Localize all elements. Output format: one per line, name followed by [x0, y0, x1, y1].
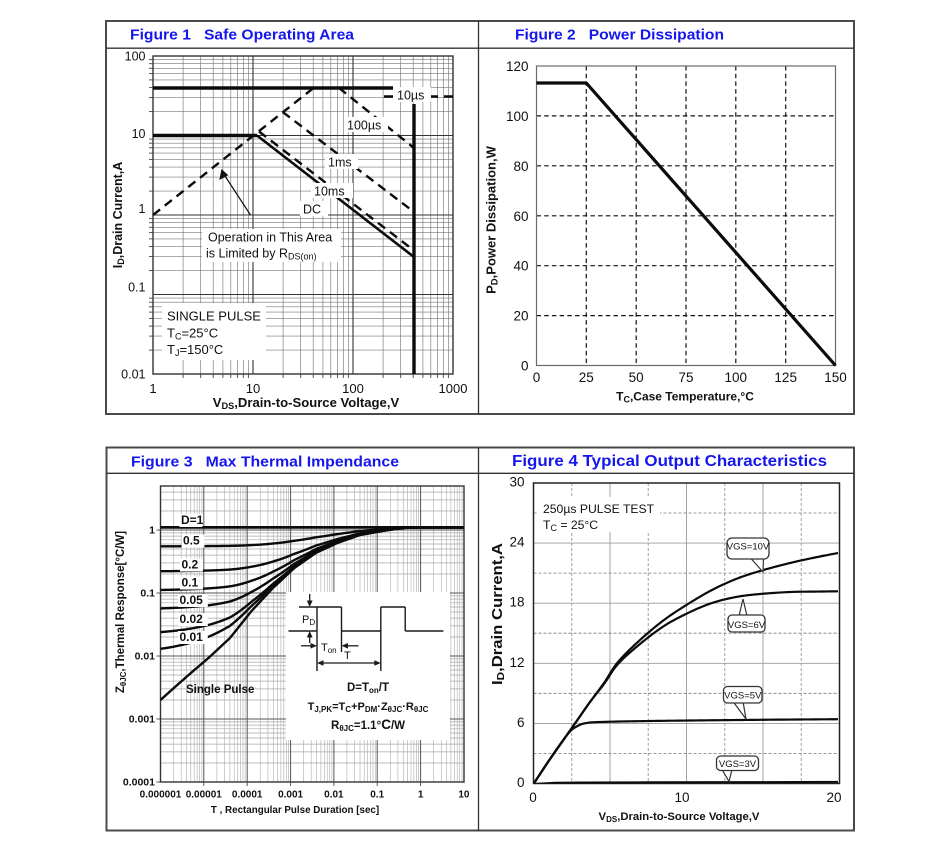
svg-text:18: 18: [509, 595, 524, 610]
svg-text:PD: PD: [302, 614, 315, 627]
svg-text:0.00001: 0.00001: [186, 790, 223, 801]
svg-text:0.01: 0.01: [135, 651, 156, 663]
svg-text:VGS=5V: VGS=5V: [724, 691, 762, 702]
svg-text:Operation in This Area: Operation in This Area: [208, 231, 332, 245]
svg-text:ID,Drain Current,A: ID,Drain Current,A: [111, 162, 126, 269]
svg-text:0.0001: 0.0001: [123, 777, 155, 789]
svg-text:12: 12: [509, 655, 524, 670]
svg-text:VDS,Drain-to-Source Voltage,V: VDS,Drain-to-Source Voltage,V: [599, 811, 760, 824]
svg-text:100: 100: [725, 370, 748, 385]
svg-text:100: 100: [342, 381, 364, 396]
svg-text:VGS=10V: VGS=10V: [727, 542, 770, 553]
svg-text:1: 1: [418, 790, 424, 801]
svg-text:10µs: 10µs: [397, 89, 424, 103]
svg-text:D=1: D=1: [181, 513, 204, 527]
svg-text:0.05: 0.05: [180, 593, 204, 607]
svg-text:0.2: 0.2: [182, 558, 199, 572]
svg-text:0.02: 0.02: [180, 612, 204, 626]
svg-text:0.01: 0.01: [121, 368, 145, 382]
svg-text:VGS=6V: VGS=6V: [728, 620, 766, 631]
svg-text:24: 24: [509, 535, 525, 550]
svg-text:0.1: 0.1: [182, 576, 199, 590]
svg-text:1: 1: [139, 202, 146, 216]
svg-text:100µs: 100µs: [347, 119, 381, 133]
svg-text:TJ=150°C: TJ=150°C: [167, 342, 223, 358]
svg-text:0.001: 0.001: [278, 790, 303, 801]
svg-text:150: 150: [824, 370, 847, 385]
svg-text:50: 50: [629, 370, 644, 385]
svg-text:0.001: 0.001: [129, 714, 155, 726]
svg-text:0.1: 0.1: [370, 790, 384, 801]
svg-text:VDS,Drain-to-Source Voltage,V: VDS,Drain-to-Source Voltage,V: [213, 395, 400, 411]
svg-text:TJ,PK=TC+PDM·ZθJC·RθJC: TJ,PK=TC+PDM·ZθJC·RθJC: [308, 701, 429, 714]
svg-text:0.000001: 0.000001: [140, 790, 182, 801]
svg-text:1: 1: [149, 381, 156, 396]
svg-text:Single Pulse: Single Pulse: [186, 684, 254, 696]
svg-text:75: 75: [678, 370, 693, 385]
svg-text:DC: DC: [303, 203, 321, 217]
svg-text:10: 10: [458, 790, 470, 801]
svg-text:0.0001: 0.0001: [232, 790, 263, 801]
svg-text:80: 80: [513, 159, 528, 174]
svg-text:10: 10: [246, 381, 260, 396]
svg-text:0.5: 0.5: [183, 534, 200, 548]
svg-text:T: T: [344, 650, 351, 662]
svg-text:6: 6: [517, 715, 525, 730]
svg-text:100: 100: [506, 109, 529, 124]
svg-text:10: 10: [674, 790, 689, 805]
svg-text:1000: 1000: [439, 381, 468, 396]
svg-text:Figure 2 Power Dissipation: Figure 2 Power Dissipation: [515, 27, 724, 44]
svg-text:1ms: 1ms: [328, 156, 352, 170]
svg-text:125: 125: [774, 370, 797, 385]
svg-text:SINGLE PULSE: SINGLE PULSE: [167, 309, 261, 324]
svg-text:0.01: 0.01: [180, 630, 204, 644]
svg-text:250µs PULSE TEST: 250µs PULSE TEST: [543, 502, 655, 516]
svg-text:PD,Power Dissipation,W: PD,Power Dissipation,W: [484, 145, 501, 293]
svg-text:0: 0: [517, 775, 525, 790]
svg-text:0.1: 0.1: [128, 281, 145, 295]
svg-text:VGS=3V: VGS=3V: [719, 759, 757, 770]
svg-text:Ton: Ton: [321, 642, 337, 655]
svg-text:0.1: 0.1: [140, 588, 155, 600]
svg-text:20: 20: [826, 790, 841, 805]
svg-text:0.01: 0.01: [324, 790, 344, 801]
svg-text:T , Rectangular Pulse Duration: T , Rectangular Pulse Duration [sec]: [211, 805, 379, 816]
svg-text:20: 20: [513, 309, 528, 324]
svg-text:0: 0: [533, 370, 541, 385]
svg-text:120: 120: [506, 59, 529, 74]
svg-text:60: 60: [513, 209, 528, 224]
svg-text:10ms: 10ms: [314, 185, 345, 199]
svg-text:10: 10: [132, 127, 146, 141]
svg-text:0: 0: [521, 359, 529, 374]
svg-text:25: 25: [579, 370, 594, 385]
svg-text:TC,Case Temperature,°C: TC,Case Temperature,°C: [616, 390, 754, 405]
svg-text:Figure 1 Safe Operating Area: Figure 1 Safe Operating Area: [130, 27, 355, 44]
svg-text:TC=25°C: TC=25°C: [167, 326, 218, 342]
svg-text:0: 0: [529, 790, 537, 805]
svg-text:Figure 4 Typical Output Charac: Figure 4 Typical Output Characteristics: [512, 453, 827, 470]
svg-text:ID,Drain Current,A: ID,Drain Current,A: [489, 543, 507, 685]
svg-text:40: 40: [513, 259, 528, 274]
svg-text:Figure 3 Max Thermal Impenda: Figure 3 Max Thermal Impendance: [131, 454, 399, 471]
svg-text:30: 30: [509, 475, 524, 490]
svg-text:D=Ton/T: D=Ton/T: [347, 682, 389, 695]
svg-text:1: 1: [149, 525, 155, 537]
svg-text:ZθJC,Thermal Response[°C/W]: ZθJC,Thermal Response[°C/W]: [115, 531, 128, 693]
svg-text:100: 100: [125, 49, 146, 63]
svg-text:TC = 25°C: TC = 25°C: [543, 518, 598, 533]
